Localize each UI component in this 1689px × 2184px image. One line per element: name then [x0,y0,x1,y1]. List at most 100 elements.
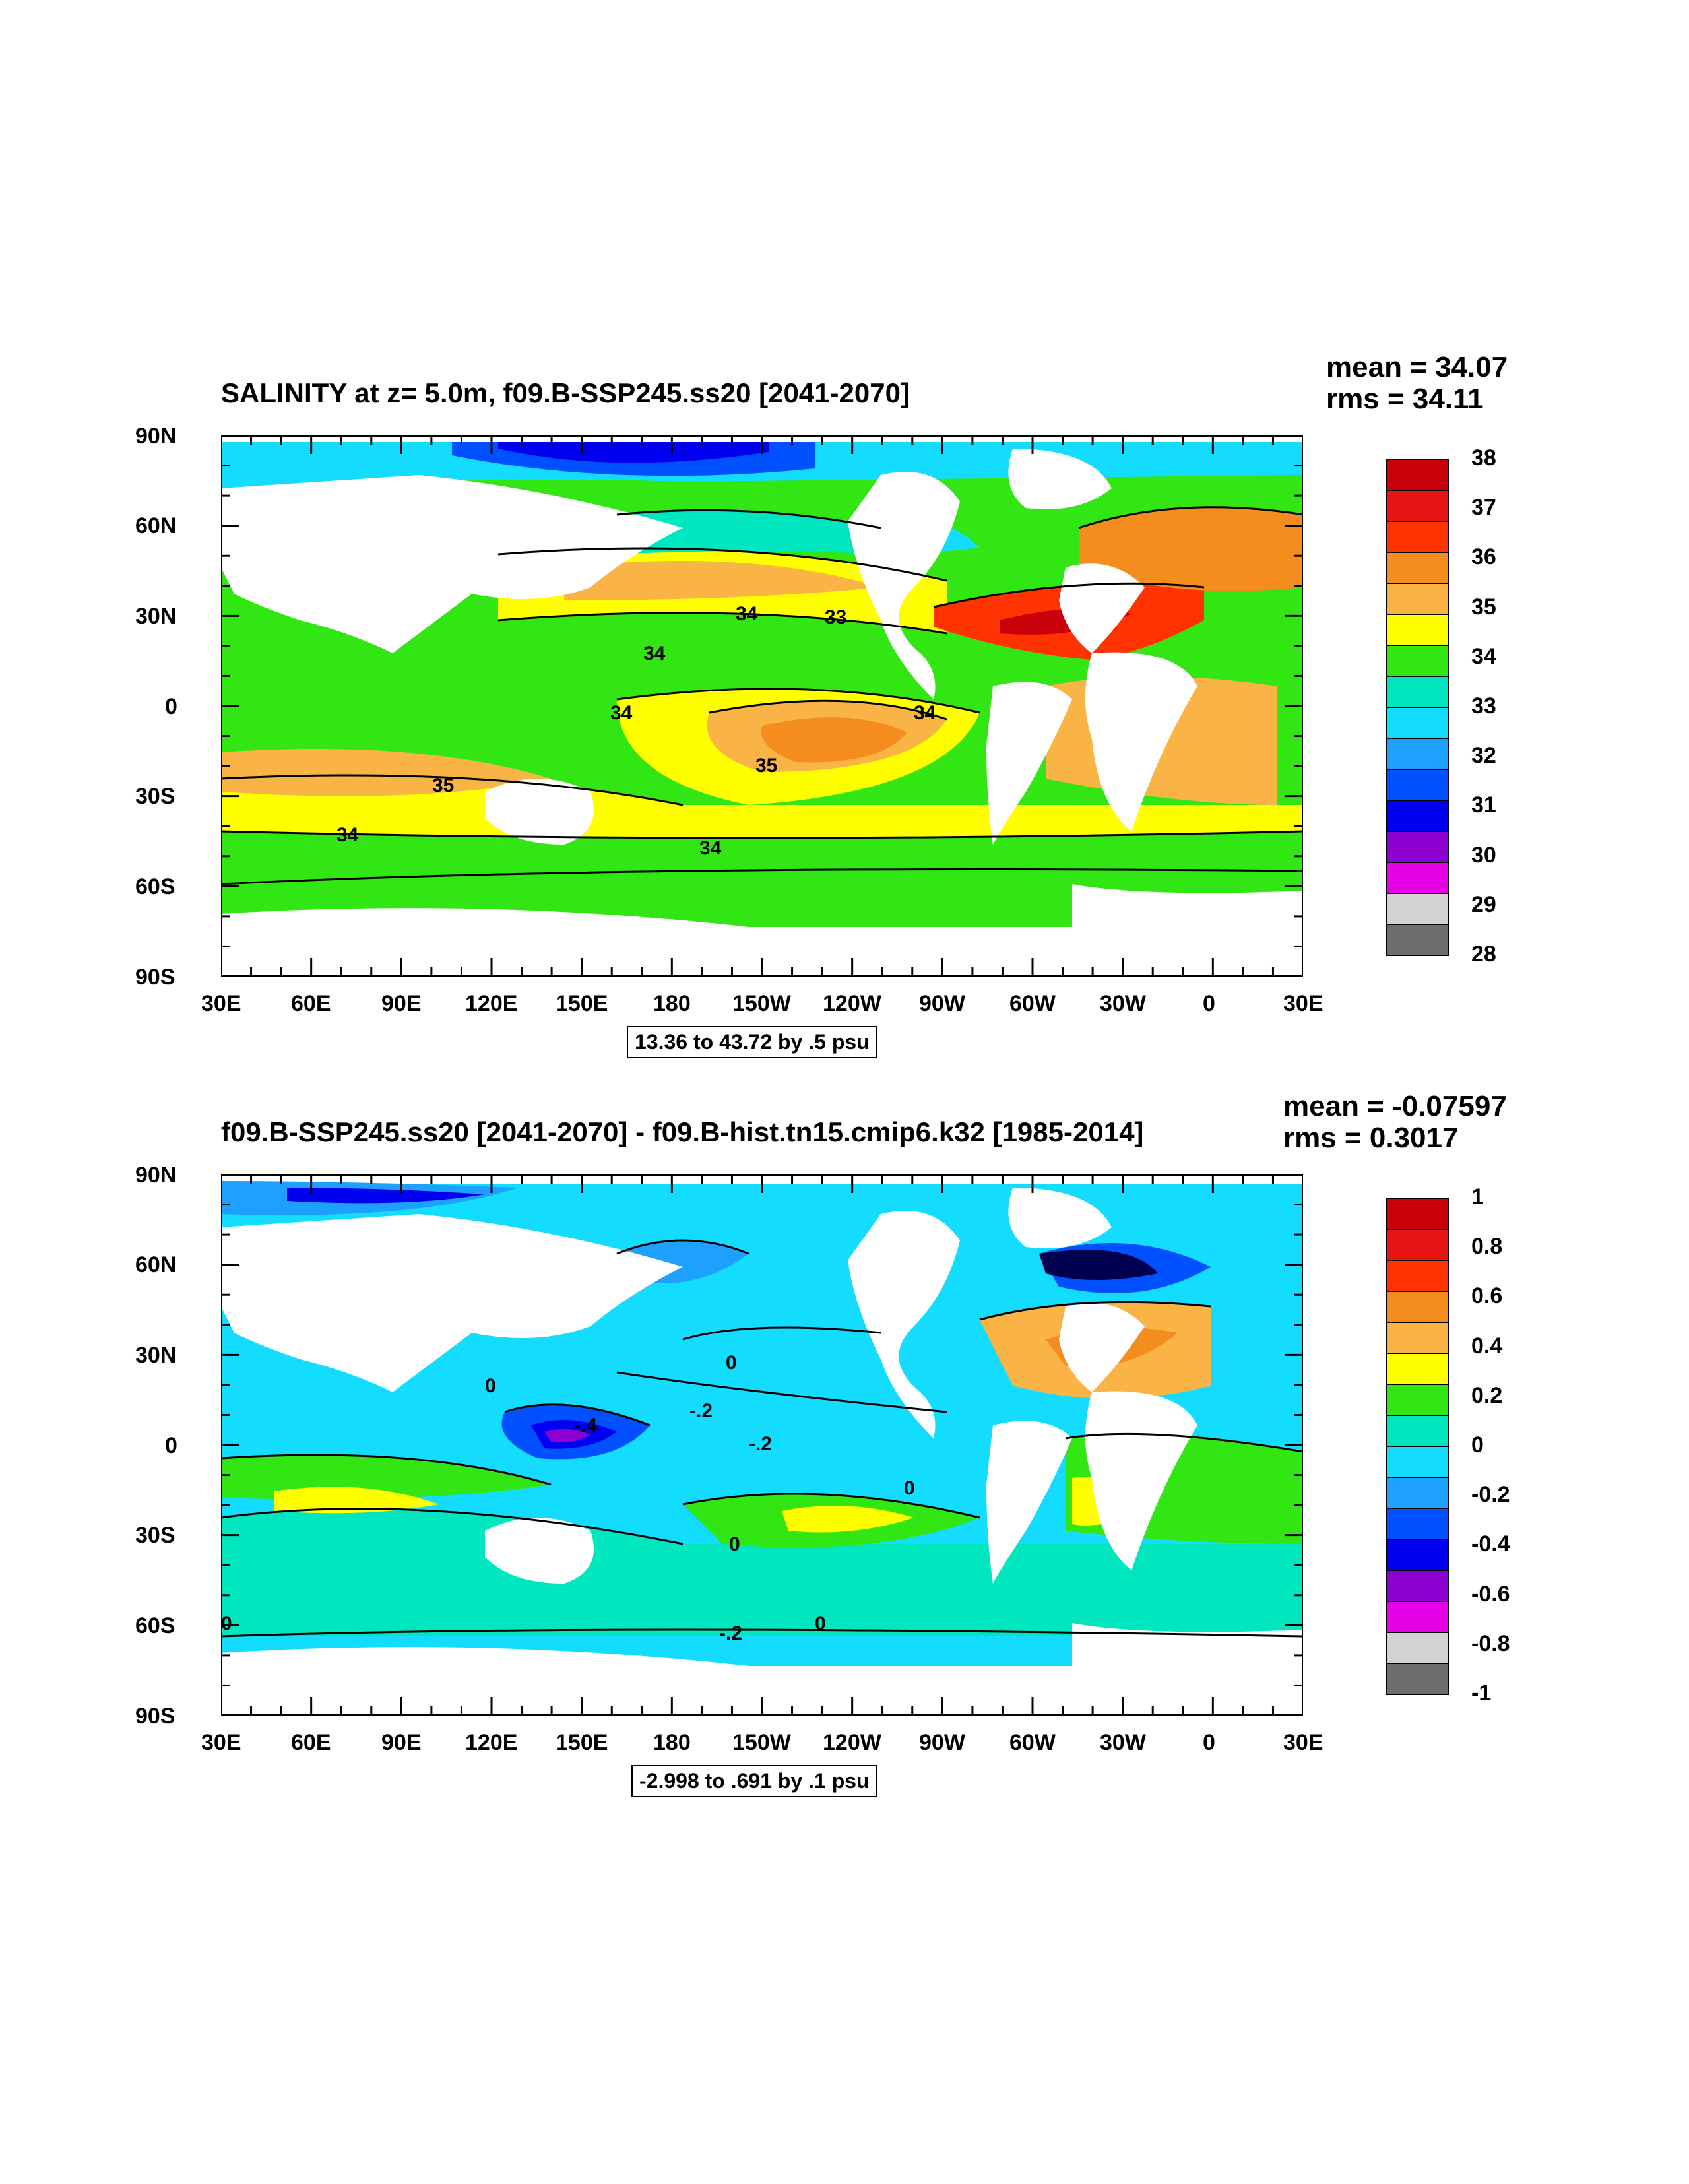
lat-label-90n: 90N [135,424,177,449]
colorbar-swatch [1386,676,1449,708]
lat-label-60s: 60S [135,1613,175,1638]
lon-label: 90E [381,991,422,1016]
colorbar-swatch [1386,645,1449,677]
colorbar-swatch [1386,738,1449,770]
contour-label: 34 [699,837,722,859]
salinity-map-svg: 34 33 34 34 34 35 35 34 34 [221,435,1303,977]
colorbar-swatch [1386,614,1449,646]
salinity-map: 34 33 34 34 34 35 35 34 34 90N 60N 30N 0… [135,424,1323,1058]
colorbar-swatch [1386,1260,1449,1292]
colorbar-swatch [1386,1570,1449,1602]
lat-label-30s: 30S [135,1523,175,1548]
lon-label: 0 [1203,1730,1215,1755]
colorbar-label: 0.6 [1471,1283,1503,1309]
colorbar-swatch [1386,800,1449,832]
contour-label: 34 [610,702,633,724]
colorbar-label: 35 [1471,594,1496,620]
lon-label: 90W [919,1730,965,1755]
colorbar-swatch [1386,1229,1449,1261]
contour-label: 34 [914,702,936,724]
lat-label-90n: 90N [135,1163,177,1188]
lon-label: 90E [381,1730,422,1755]
colorbar-label: -1 [1471,1681,1492,1706]
colorbar-swatch [1386,1322,1449,1354]
colorbar-label: 29 [1471,891,1496,917]
contour-lines [221,1239,1303,1638]
colorbar-label: 31 [1471,792,1496,818]
lat-label-30n: 30N [135,1343,177,1368]
lon-label: 150W [732,991,791,1016]
contour-label: -.4 [574,1415,597,1436]
lon-label: 30E [201,991,241,1016]
contour-label: 34 [336,824,359,846]
colorbar-label: 30 [1471,842,1496,868]
colorbar-label: -0.4 [1471,1531,1510,1557]
colorbar-label: 1 [1471,1184,1484,1209]
colorbar-label: -0.2 [1471,1482,1510,1508]
lon-label: 120E [465,1730,518,1755]
colorbar-label: 32 [1471,743,1496,769]
lon-label: 180 [653,1730,691,1755]
lon-label: 60W [1009,1730,1056,1755]
colorbar-swatch [1386,490,1449,522]
lon-label: 60E [291,1730,331,1755]
colorbar-swatch [1386,1663,1449,1695]
mean-stat: mean = -0.07597 [1283,1090,1507,1122]
colorbar-swatch [1386,459,1449,491]
colorbar-swatch [1386,1198,1449,1230]
colorbar-swatch [1386,1632,1449,1664]
lon-label: 30E [1283,1730,1323,1755]
colorbar-swatch [1386,1539,1449,1571]
colorbar-swatch [1386,552,1449,584]
difference-map: 0 -.2 -.4 -.2 0 0 0 0 -.2 0 90N 60N 30N … [135,1163,1323,1797]
colorbar-label: 33 [1471,693,1496,719]
rms-stat: rms = 0.3017 [1283,1122,1459,1154]
lon-label: 150W [732,1730,791,1755]
colorbar-swatch [1386,831,1449,863]
colorbar-swatch [1386,769,1449,801]
rms-stat: rms = 34.11 [1326,383,1484,415]
lat-label-60n: 60N [135,1252,177,1277]
contour-label: 0 [726,1352,737,1374]
lon-label: 90W [919,991,965,1016]
lat-label-90s: 90S [135,965,175,990]
lon-label: 120E [465,991,518,1016]
contour-lines [221,506,1303,885]
contour-label: -.2 [719,1622,742,1644]
contour-label: 34 [736,603,758,625]
contour-label: 0 [485,1375,496,1397]
lon-label: 120W [823,991,881,1016]
lon-label: 30E [1283,991,1323,1016]
colorbar-swatch [1386,1291,1449,1323]
salinity-panel: SALINITY at z= 5.0m, f09.B-SSP245.ss20 [… [0,343,1689,1082]
lon-label: 150E [556,991,608,1016]
colorbar-swatch [1386,1353,1449,1385]
lon-label: 180 [653,991,691,1016]
colorbar-swatch [1386,1601,1449,1633]
colorbar-label: 0.2 [1471,1382,1503,1408]
lon-label: 150E [556,1730,608,1755]
difference-map-svg: 0 -.2 -.4 -.2 0 0 0 0 -.2 0 [221,1174,1303,1716]
colorbar-swatch [1386,893,1449,925]
lat-label-60s: 60S [135,874,175,899]
colorbar-label: -0.6 [1471,1581,1510,1607]
colorbar-swatch [1386,862,1449,894]
colorbar-label: 28 [1471,942,1496,967]
lat-label-90s: 90S [135,1704,175,1729]
colorbar-swatch [1386,924,1449,956]
map-ticks [221,1174,1303,1716]
colorbar-swatch [1386,1477,1449,1509]
contour-label: 0 [815,1613,826,1634]
lat-label-eq: 0 [165,694,177,719]
lon-label: 120W [823,1730,881,1755]
lat-label-60n: 60N [135,513,177,538]
colorbar-swatch [1386,707,1449,739]
contour-label: 35 [755,755,777,777]
lon-label: 60E [291,991,331,1016]
map-ticks [221,435,1303,977]
lon-label: 30W [1100,1730,1146,1755]
colorbar-swatch [1386,1384,1449,1416]
colorbar-label: 37 [1471,495,1496,521]
panel-title: SALINITY at z= 5.0m, f09.B-SSP245.ss20 [… [221,377,910,408]
colorbar-swatch [1386,1415,1449,1447]
